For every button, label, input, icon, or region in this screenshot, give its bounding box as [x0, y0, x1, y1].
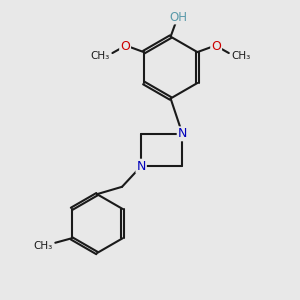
Text: OH: OH: [169, 11, 188, 23]
Text: N: N: [136, 160, 146, 173]
Text: O: O: [120, 40, 130, 53]
Text: CH₃: CH₃: [90, 51, 110, 61]
Text: O: O: [211, 40, 221, 53]
Text: N: N: [178, 127, 187, 140]
Text: CH₃: CH₃: [34, 241, 53, 251]
Text: CH₃: CH₃: [232, 51, 251, 61]
